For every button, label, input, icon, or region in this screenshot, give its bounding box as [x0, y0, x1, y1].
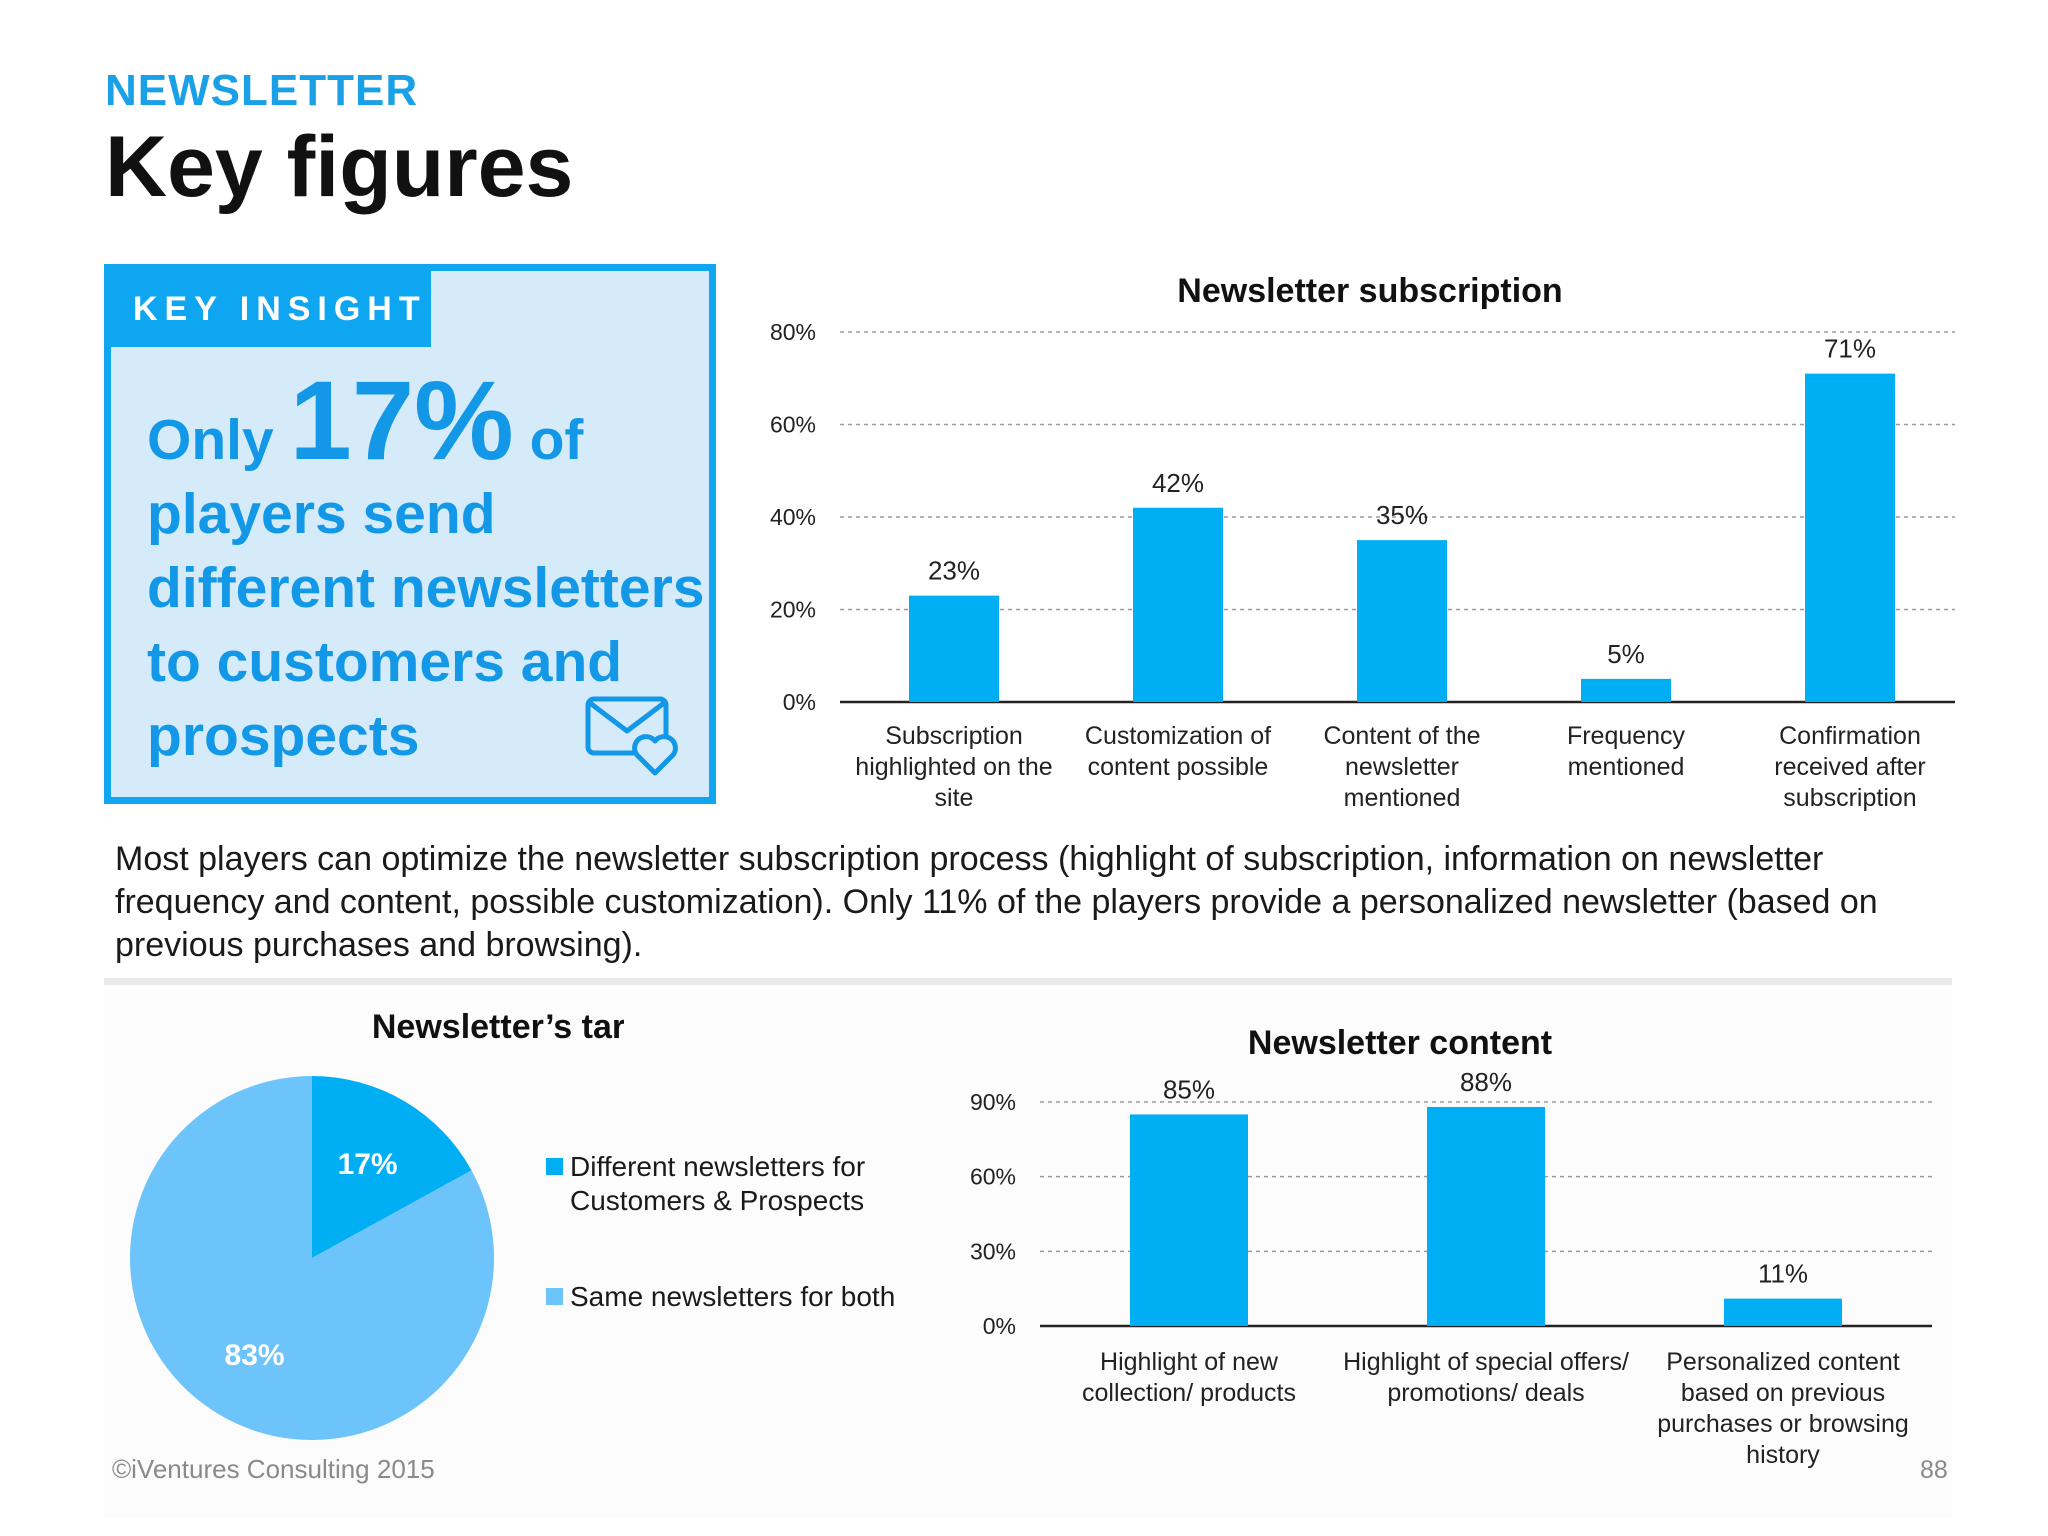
x-tick-label: collection/ products — [1082, 1379, 1296, 1407]
data-label: 5% — [1607, 639, 1645, 669]
x-tick-label: Confirmation — [1779, 722, 1921, 750]
mail-heart-icon — [585, 696, 678, 776]
legend-line: Different newsletters for — [570, 1151, 866, 1182]
insight-percent: 17% — [289, 358, 514, 483]
x-tick-label: Subscription — [885, 722, 1023, 750]
legend-swatch-same — [546, 1288, 563, 1305]
data-label: 85% — [1163, 1074, 1215, 1104]
data-label: 71% — [1824, 334, 1876, 364]
x-tick-label: mentioned — [1344, 784, 1461, 812]
bar — [1724, 1298, 1842, 1326]
x-tick-label: Highlight of new — [1100, 1348, 1279, 1376]
chart-title: Newsletter content — [1248, 1024, 1552, 1062]
x-tick-label: subscription — [1783, 784, 1916, 812]
key-insight-text: Only 17% of players send different newsl… — [147, 365, 707, 773]
insight-rest: players send different newsletters to cu… — [147, 482, 705, 768]
key-insight-box: KEY INSIGHT Only 17% of players send dif… — [104, 264, 716, 804]
y-tick-label: 90% — [970, 1089, 1016, 1115]
pie-label: 17% — [338, 1148, 398, 1181]
x-tick-label: history — [1746, 1441, 1820, 1469]
insight-of: of — [529, 408, 584, 472]
legend-swatch-different — [546, 1158, 563, 1175]
x-tick-label: site — [935, 784, 974, 812]
x-tick-label: Personalized content — [1666, 1348, 1900, 1376]
pie-slice — [312, 1076, 472, 1258]
bar — [1357, 540, 1447, 702]
data-label: 42% — [1152, 468, 1204, 498]
bar — [1427, 1106, 1545, 1326]
legend-line: Same newsletters for both — [570, 1281, 896, 1312]
y-tick-label: 20% — [770, 597, 816, 623]
section-label: NEWSLETTER — [105, 66, 419, 115]
x-tick-label: newsletter — [1345, 753, 1459, 781]
x-tick-label: received after — [1774, 753, 1925, 781]
pie-slice — [130, 1076, 494, 1440]
newsletter-content-chart: Newsletter content 0% 30% 60% 90% 85% Highligh… — [970, 1024, 1932, 1469]
y-tick-label: 0% — [983, 1313, 1016, 1339]
bar — [1130, 1114, 1248, 1326]
x-tick-label: Content of the — [1323, 722, 1480, 750]
data-label: 35% — [1376, 500, 1428, 530]
bar — [1133, 507, 1223, 702]
y-tick-label: 60% — [770, 412, 816, 438]
bar — [909, 595, 999, 702]
x-tick-label: based on previous — [1681, 1379, 1885, 1407]
x-tick-label: Highlight of special offers/ — [1343, 1348, 1629, 1376]
section-divider — [104, 978, 1952, 985]
x-tick-label: highlighted on the — [855, 753, 1052, 781]
footer-copyright: ©iVentures Consulting 2015 — [112, 1454, 435, 1484]
x-tick-label: purchases or browsing — [1657, 1410, 1909, 1438]
y-tick-label: 60% — [970, 1164, 1016, 1190]
x-tick-label: Customization of — [1085, 722, 1271, 750]
y-tick-label: 0% — [783, 689, 816, 715]
data-label: 88% — [1460, 1067, 1512, 1097]
x-tick-label: Frequency — [1567, 722, 1686, 750]
key-insight-tag: KEY INSIGHT — [111, 271, 431, 347]
newsletter-subscription-chart: Newsletter subscription 0% 20% 40% 60% 80% 23%… — [770, 272, 1955, 812]
bar — [1581, 678, 1671, 702]
data-label: 23% — [928, 556, 980, 586]
legend-line: Customers & Prospects — [570, 1185, 865, 1216]
insight-only: Only — [147, 408, 274, 472]
x-tick-label: mentioned — [1568, 753, 1685, 781]
chart-title: Newsletter subscription — [1177, 272, 1562, 310]
y-tick-label: 30% — [970, 1238, 1016, 1264]
y-tick-label: 40% — [770, 504, 816, 530]
summary-text: Most players can optimize the newsletter… — [115, 840, 1878, 964]
y-tick-label: 80% — [770, 319, 816, 345]
x-tick-label: promotions/ deals — [1387, 1379, 1584, 1407]
pie-label: 83% — [225, 1339, 285, 1372]
x-tick-label: content possible — [1088, 753, 1269, 781]
page-number: 88 — [1920, 1456, 1948, 1484]
chart-title: Newsletter’s target — [372, 1008, 624, 1046]
data-label: 11% — [1758, 1259, 1808, 1289]
page-title: Key figures — [105, 119, 574, 215]
bar — [1805, 373, 1895, 702]
newsletter-target-chart: Newsletter’s target 17% 83% — [130, 1008, 624, 1440]
